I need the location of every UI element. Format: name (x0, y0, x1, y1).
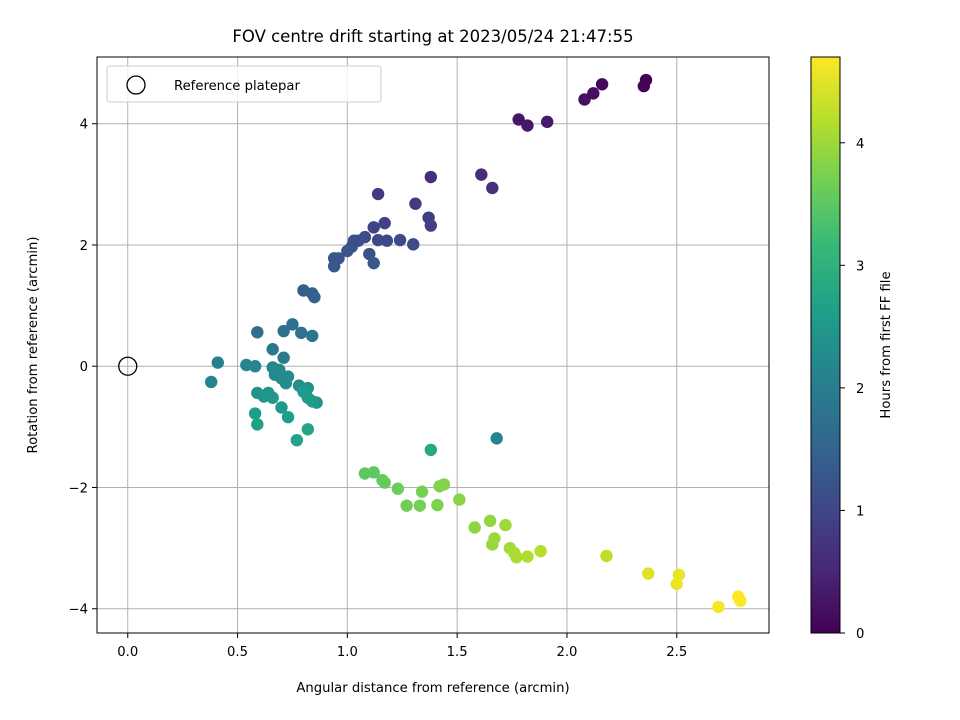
data-point-89 (510, 551, 523, 564)
x-tick-label-5: 2.5 (666, 645, 687, 660)
data-point-4 (578, 93, 591, 106)
legend-box (106, 65, 382, 103)
grid-lines (97, 57, 769, 633)
data-point-68 (424, 443, 438, 457)
data-point-86 (499, 518, 512, 532)
data-point-14 (424, 219, 438, 232)
data-point-2 (595, 78, 609, 91)
legend-marker (126, 75, 146, 95)
data-point-37 (295, 326, 308, 340)
data-point-71 (367, 466, 380, 479)
data-point-17 (371, 233, 385, 247)
data-point-81 (453, 493, 466, 506)
y-axis-ticks: −4 −2 0 2 4 (69, 118, 97, 618)
data-point-67 (301, 423, 315, 436)
data-point-34 (251, 326, 264, 339)
colorbar (810, 56, 841, 634)
data-point-10 (486, 181, 499, 195)
data-point-76 (413, 499, 427, 512)
data-point-63 (248, 407, 262, 420)
colorbar-tick-label-1: 1 (856, 504, 864, 519)
data-point-5 (512, 113, 525, 126)
data-point-95 (670, 577, 683, 591)
data-point-12 (409, 197, 422, 210)
data-point-75 (400, 499, 413, 512)
data-point-20 (407, 238, 420, 251)
data-point-8 (424, 170, 438, 184)
data-point-35 (286, 318, 299, 331)
x-tick-label-1: 0.5 (227, 645, 248, 660)
data-point-18 (380, 234, 394, 247)
x-tick-label-3: 1.5 (447, 645, 468, 660)
colorbar-label: Hours from first FF file (879, 271, 894, 418)
colorbar-tick-label-3: 3 (856, 259, 864, 274)
x-tick-label-0: 0.0 (117, 645, 138, 660)
data-point-9 (475, 168, 488, 181)
data-point-40 (277, 351, 290, 364)
legend: Reference platepar (106, 65, 382, 103)
y-tick-label-4: 4 (80, 118, 88, 133)
data-point-85 (488, 532, 501, 545)
data-point-77 (415, 485, 429, 498)
data-point-11 (371, 187, 385, 201)
data-point-30 (367, 256, 380, 270)
y-axis-label: Rotation from reference (arcmin) (26, 236, 41, 453)
data-points (204, 73, 747, 614)
data-point-80 (437, 478, 451, 491)
colorbar-ticks: 0 1 2 3 4 (840, 137, 864, 642)
data-point-33 (308, 290, 321, 304)
data-point-74 (391, 482, 405, 495)
data-point-90 (521, 550, 534, 563)
data-point-7 (540, 115, 554, 129)
data-point-73 (378, 476, 391, 489)
data-point-41 (211, 356, 224, 369)
data-point-6 (521, 119, 534, 132)
data-point-26 (341, 244, 354, 258)
data-point-66 (290, 433, 304, 447)
data-point-69 (490, 432, 503, 445)
legend-label: Reference platepar (174, 79, 300, 94)
x-tick-label-4: 2.0 (556, 645, 577, 660)
data-point-65 (251, 418, 264, 431)
data-point-59 (275, 401, 288, 414)
data-point-3 (587, 87, 600, 100)
x-axis-label: Angular distance from reference (arcmin) (296, 681, 569, 696)
data-point-83 (483, 514, 497, 528)
data-point-42 (204, 375, 218, 389)
y-tick-label-0: −4 (69, 603, 88, 618)
plot-frame (96, 56, 770, 634)
data-point-50 (281, 370, 295, 383)
colorbar-tick-label-2: 2 (856, 382, 864, 397)
data-point-91 (534, 544, 547, 558)
data-point-15 (378, 216, 391, 230)
data-point-93 (642, 567, 655, 580)
data-point-19 (393, 233, 407, 247)
y-tick-label-2: 0 (80, 360, 88, 375)
data-point-98 (732, 590, 745, 603)
data-point-64 (281, 410, 295, 424)
data-point-96 (712, 600, 725, 614)
data-point-78 (431, 498, 444, 512)
data-point-36 (277, 324, 290, 338)
colorbar-tick-label-4: 4 (856, 137, 864, 152)
data-point-39 (266, 343, 279, 356)
data-point-58 (266, 391, 279, 404)
data-point-16 (367, 221, 380, 234)
reference-platepar-marker (118, 356, 138, 376)
x-axis-ticks: 0.0 0.5 1.0 1.5 2.0 2.5 (117, 633, 687, 660)
y-tick-label-3: 2 (80, 239, 88, 254)
data-point-82 (468, 521, 481, 534)
data-point-44 (248, 360, 262, 373)
data-point-92 (600, 549, 613, 563)
chart-title: FOV centre drift starting at 2023/05/24 … (232, 27, 633, 46)
y-tick-label-1: −2 (69, 481, 88, 496)
data-point-62 (306, 395, 319, 408)
colorbar-tick-label-0: 0 (856, 627, 864, 642)
data-point-38 (306, 329, 319, 343)
data-point-29 (327, 259, 341, 273)
x-tick-label-2: 1.0 (337, 645, 358, 660)
data-point-1 (637, 79, 651, 93)
